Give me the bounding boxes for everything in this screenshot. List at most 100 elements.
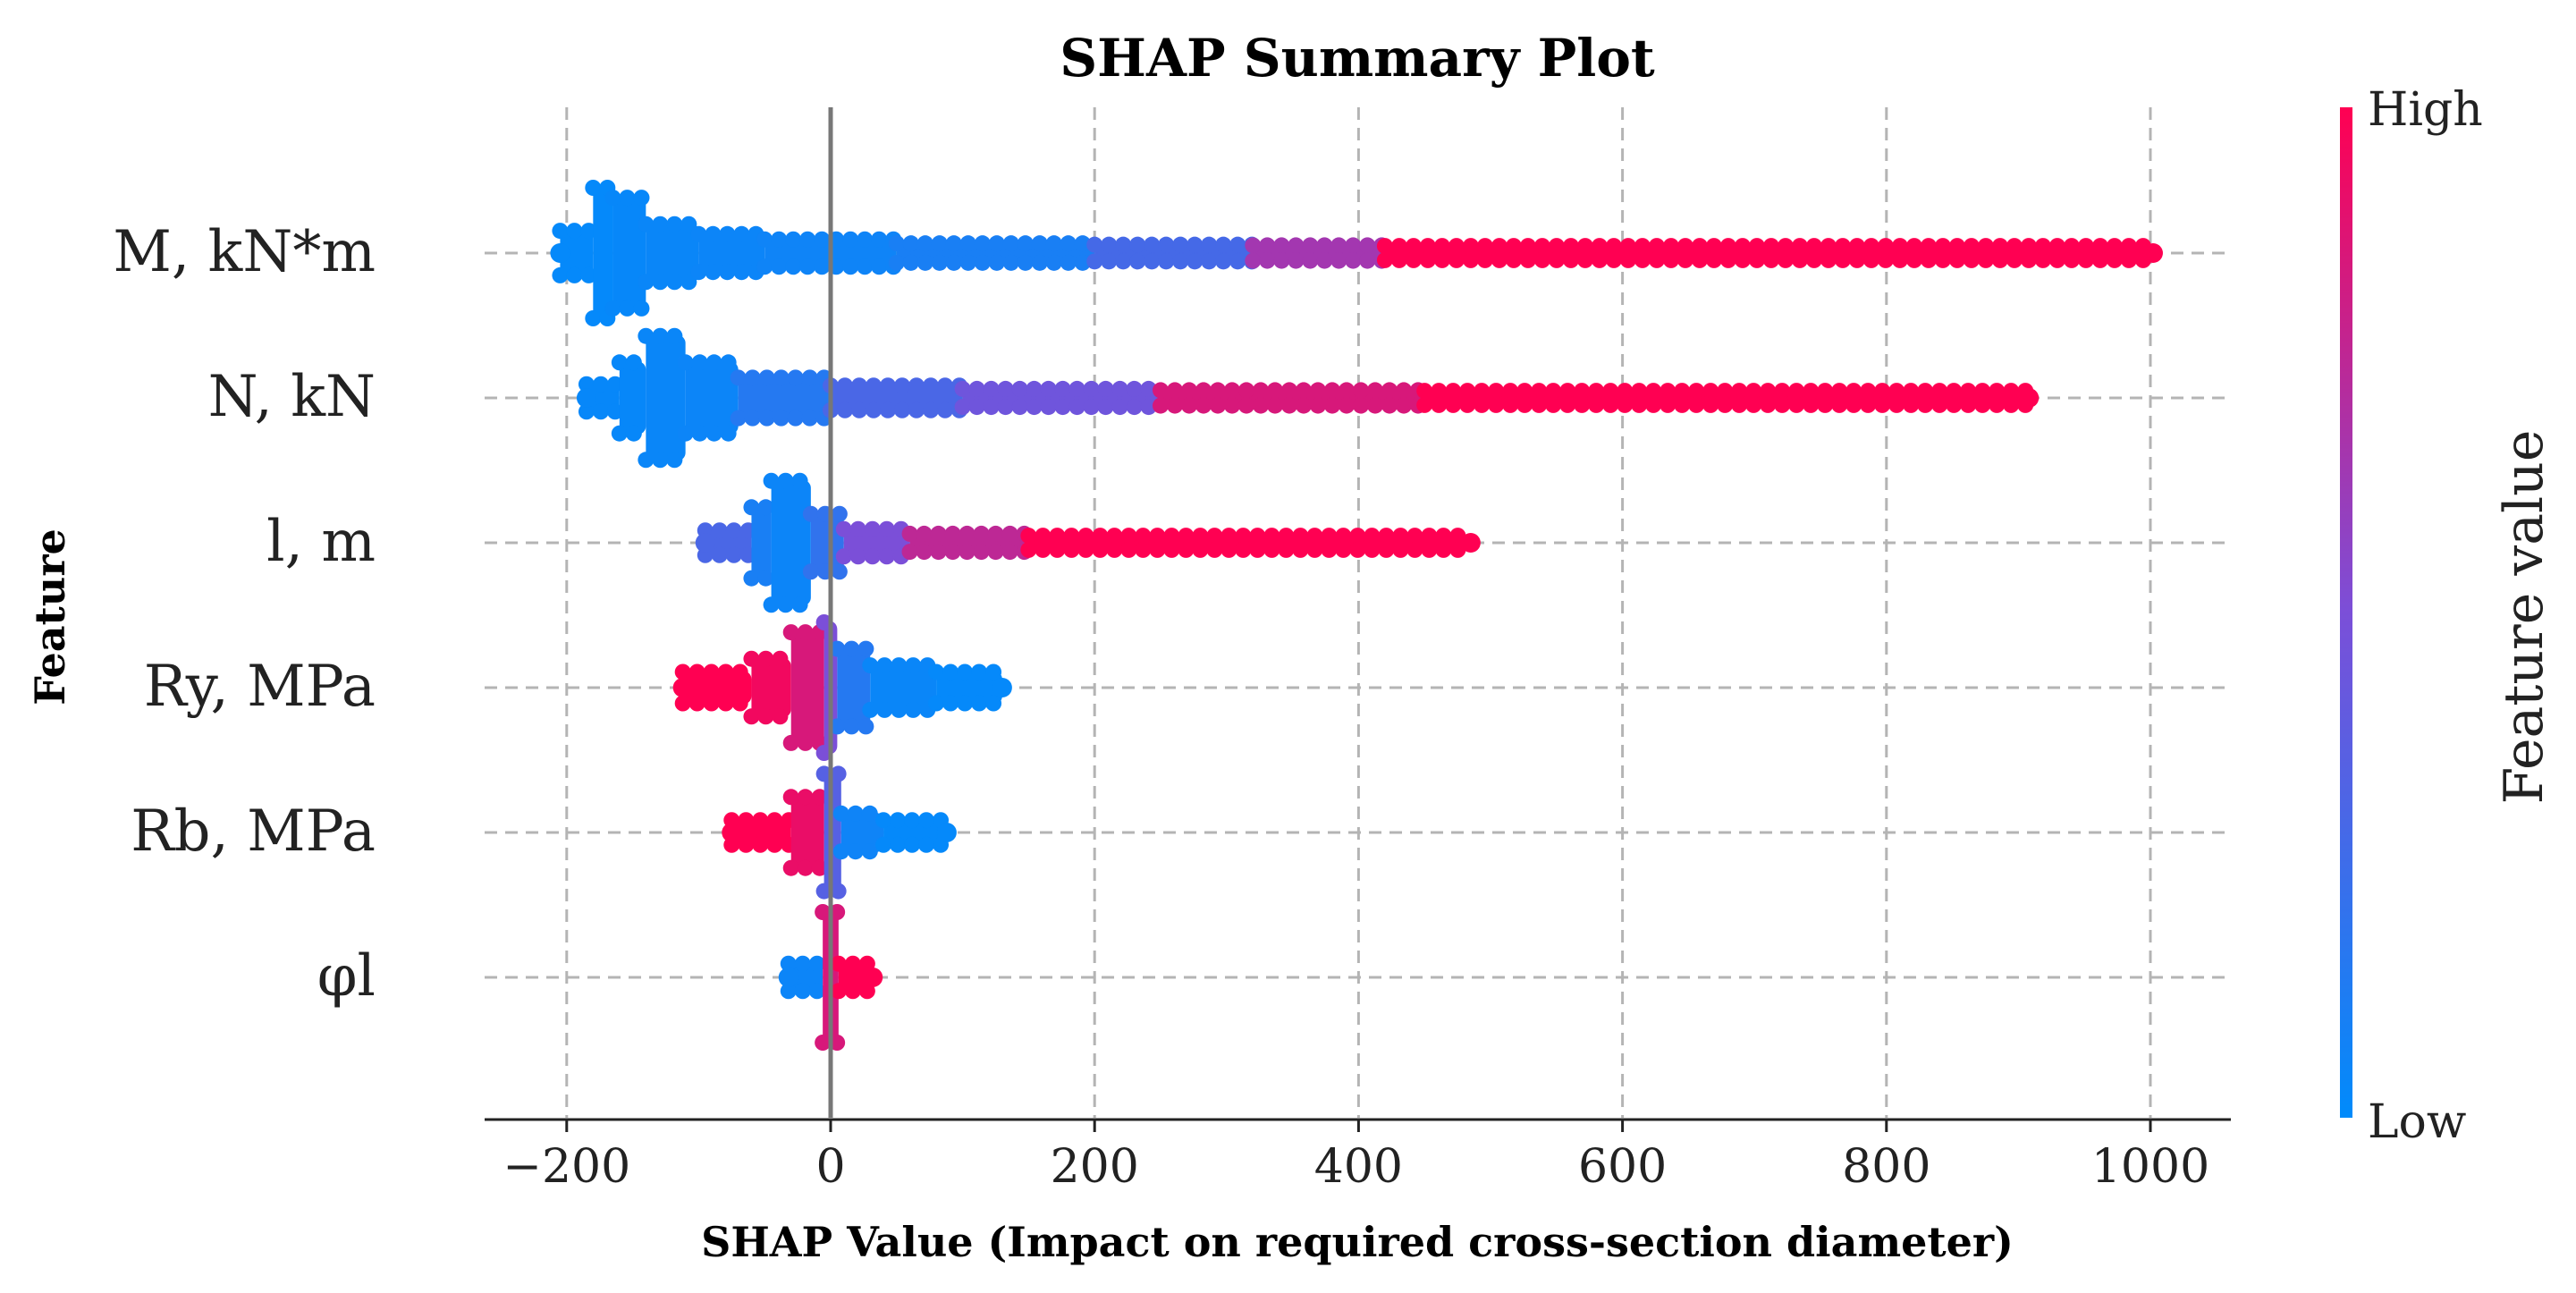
shap-point: [815, 904, 832, 920]
shap-point: [1731, 383, 1748, 400]
shap-point: [1963, 238, 1980, 255]
shap-point: [777, 596, 794, 613]
shap-point: [830, 955, 847, 972]
shap-point: [1505, 238, 1522, 255]
beeswarm-segment: [646, 223, 699, 283]
shap-point: [1634, 251, 1651, 268]
shap-point: [1129, 253, 1146, 270]
shap-point: [1905, 251, 1922, 268]
shap-point: [738, 836, 755, 853]
shap-point: [1531, 383, 1548, 400]
shap-point: [815, 614, 832, 630]
shap-point: [837, 377, 853, 394]
feature-label: l, m: [266, 509, 376, 575]
shap-point: [843, 718, 860, 735]
shap-point: [1163, 528, 1180, 545]
shap-point: [880, 401, 896, 418]
shap-point: [888, 235, 905, 252]
shap-point: [1533, 251, 1550, 268]
shap-point: [861, 843, 878, 860]
shap-point: [1245, 252, 1262, 269]
shap-point: [891, 657, 908, 674]
shap-point: [780, 955, 797, 972]
shap-point: [1660, 396, 1677, 413]
shap-point: [1068, 380, 1085, 397]
chart-title: SHAP Summary Plot: [1060, 28, 1655, 89]
shap-point: [1459, 396, 1476, 413]
shap-point: [758, 369, 775, 386]
shap-point: [1206, 528, 1223, 545]
shap-point: [1591, 251, 1608, 268]
shap-point: [1378, 541, 1395, 558]
shap-point: [1353, 382, 1369, 399]
shap-point: [566, 223, 583, 240]
shap-point: [638, 327, 655, 344]
beeswarm-segment: [619, 361, 646, 435]
shap-point: [585, 180, 602, 196]
shap-point: [1278, 528, 1295, 545]
shap-point: [847, 805, 864, 822]
shap-point: [1545, 383, 1562, 400]
shap-point: [959, 544, 976, 561]
shap-point: [1158, 236, 1175, 253]
shap-point: [757, 499, 774, 516]
shap-point: [2077, 251, 2094, 268]
shap-point: [791, 596, 808, 613]
shap-point: [705, 264, 722, 281]
shap-point: [1302, 252, 1319, 269]
shap-point: [1431, 383, 1448, 400]
shap-point: [1791, 238, 1808, 255]
shap-point: [1774, 396, 1791, 413]
shap-point: [782, 789, 799, 806]
shap-point: [1316, 237, 1333, 254]
shap-point: [815, 1035, 832, 1051]
shap-point: [1349, 541, 1366, 558]
shap-point: [1229, 236, 1246, 253]
shap-point: [928, 695, 945, 712]
shap-point: [1705, 238, 1722, 255]
shap-point: [1178, 541, 1195, 558]
shap-point: [894, 377, 910, 394]
shap-point: [1974, 396, 1991, 413]
shap-point: [1435, 528, 1452, 545]
shap-point: [566, 266, 583, 283]
shap-point: [797, 789, 814, 806]
shap-point: [1634, 238, 1651, 255]
beeswarm-segment: [612, 197, 646, 309]
shap-point: [766, 812, 783, 829]
shap-point: [2003, 383, 2020, 400]
shap-point: [1617, 383, 1634, 400]
shap-point: [1026, 399, 1043, 416]
shap-point: [1760, 383, 1777, 400]
shap-point: [1167, 397, 1183, 414]
shap-point: [794, 955, 811, 972]
shap-point: [1263, 528, 1280, 545]
shap-point: [782, 734, 799, 751]
shap-point: [945, 254, 962, 271]
beeswarm-segment: [593, 187, 613, 319]
shap-point: [2063, 251, 2080, 268]
shap-point: [1278, 541, 1295, 558]
shap-point: [674, 663, 691, 680]
shap-point: [1263, 541, 1280, 558]
shap-point: [829, 640, 846, 657]
shap-point: [1548, 251, 1565, 268]
shap-point: [785, 231, 802, 248]
shap-point: [1229, 253, 1246, 270]
shap-point: [829, 1035, 846, 1051]
shap-point: [849, 520, 866, 537]
shap-point: [690, 225, 707, 242]
shap-point-min: [778, 968, 798, 987]
colorbar-high-label: High: [2368, 83, 2483, 137]
shap-point: [1063, 541, 1080, 558]
shap-point: [1115, 253, 1132, 270]
shap-point: [1335, 541, 1352, 558]
shap-point: [606, 376, 623, 393]
shap-point: [619, 190, 636, 207]
shap-point: [1734, 251, 1751, 268]
shap-point: [1060, 254, 1077, 271]
shap-point: [666, 274, 683, 291]
feature-row: φl: [317, 904, 2231, 1051]
shap-point: [772, 708, 789, 725]
shap-point: [1731, 396, 1748, 413]
